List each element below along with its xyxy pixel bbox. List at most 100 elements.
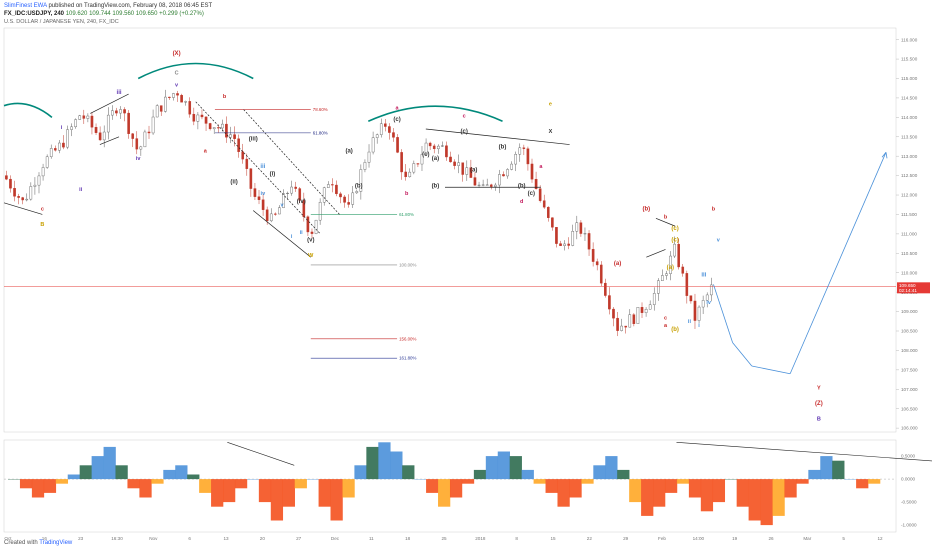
oscillator-bar xyxy=(378,442,391,480)
candle-body xyxy=(314,219,318,234)
oscillator-bar xyxy=(187,474,200,480)
candle-body xyxy=(551,217,554,228)
candle-body xyxy=(673,243,676,257)
price-axis-tick-label: 111.500 xyxy=(901,212,917,217)
candle-body xyxy=(155,105,159,118)
oscillator-bar xyxy=(234,479,248,489)
candle-body xyxy=(225,123,228,138)
wave-label: iii xyxy=(260,164,265,170)
wave-label: B xyxy=(817,416,821,422)
oscillator-bar xyxy=(676,479,690,484)
oscillator-bar xyxy=(91,456,104,480)
candle-body xyxy=(29,186,33,200)
candle-body xyxy=(351,192,355,205)
fib-level-label: 100.00% xyxy=(399,262,416,267)
candle-body xyxy=(188,101,192,115)
tradingview-logo[interactable]: TradingView xyxy=(39,540,73,546)
oscillator-bar xyxy=(461,479,475,484)
candle-body xyxy=(176,93,179,96)
price-axis-tick-label: 112.500 xyxy=(901,173,918,178)
candles-group xyxy=(5,89,713,337)
candle-body xyxy=(363,162,367,170)
oscillator-bar xyxy=(617,469,630,480)
candle-body xyxy=(269,213,273,222)
wave-label: (a) xyxy=(667,265,674,271)
oscillator-bar xyxy=(557,479,570,507)
candle-body xyxy=(204,116,208,124)
candle-body xyxy=(542,200,546,208)
candle-body xyxy=(669,255,672,274)
oscillator-bar xyxy=(808,469,821,480)
candle-body xyxy=(151,116,155,134)
candle-body xyxy=(604,282,607,296)
oscillator-bar xyxy=(533,479,546,484)
candle-body xyxy=(164,96,167,112)
wave-label: v xyxy=(175,82,179,88)
candle-body xyxy=(322,187,326,203)
candle-body xyxy=(489,184,493,187)
candle-body xyxy=(367,151,371,163)
candle-body xyxy=(392,132,395,138)
candle-body xyxy=(538,188,542,201)
time-axis-tick-label: 13 xyxy=(223,536,229,540)
candle-body xyxy=(465,167,469,175)
author-link[interactable]: SlimFinest EWA xyxy=(4,3,47,9)
chart-canvas[interactable]: 116.000 115.500 115.000 114.500 114.000 113.5… xyxy=(0,22,932,540)
time-axis-tick-label: Mar xyxy=(803,536,811,540)
fib-level-label: 161.80% xyxy=(399,356,416,361)
wave-label: (c) xyxy=(461,129,468,135)
price-axis-tick-label: 113.500 xyxy=(901,134,918,139)
candle-body xyxy=(384,123,387,127)
candle-body xyxy=(661,275,664,281)
trend-line xyxy=(3,202,43,215)
oscillator-bar xyxy=(832,460,845,480)
candle-body xyxy=(461,162,465,175)
wave-label: i xyxy=(61,125,63,131)
candle-body xyxy=(62,142,65,148)
candle-body xyxy=(526,148,530,165)
wave-label: ii xyxy=(688,319,692,325)
candle-body xyxy=(196,114,200,122)
wave-label: a xyxy=(204,148,208,154)
candle-body xyxy=(388,126,391,133)
candle-body xyxy=(591,248,595,262)
last-price-time: 02:14:41 xyxy=(899,288,917,293)
candle-body xyxy=(66,129,69,148)
candle-body xyxy=(98,132,102,141)
oscillator-bar xyxy=(856,479,869,489)
oscillator-bar xyxy=(868,479,881,484)
wave-label: C xyxy=(175,71,179,77)
oscillator-bar xyxy=(342,479,355,498)
trend-line xyxy=(195,101,321,235)
candle-body xyxy=(648,304,652,310)
oscillator-bar xyxy=(366,446,379,480)
wave-label: b xyxy=(405,191,409,197)
candle-body xyxy=(436,145,440,150)
candle-body xyxy=(379,123,383,135)
oscillator-bar xyxy=(438,479,451,507)
candle-body xyxy=(644,309,648,313)
wave-label: v xyxy=(280,203,284,209)
candle-body xyxy=(21,197,24,201)
candle-body xyxy=(237,138,240,152)
candle-body xyxy=(530,163,534,180)
candle-body xyxy=(473,177,477,186)
candle-body xyxy=(115,110,118,114)
wave-label: (a) xyxy=(345,148,352,154)
candle-body xyxy=(335,184,338,195)
price-axis-tick-label: 110.500 xyxy=(901,251,918,256)
oscillator-bar xyxy=(402,465,415,480)
publish-line: SlimFinest EWA published on TradingView.… xyxy=(4,2,212,10)
oscillator-bar xyxy=(581,479,594,484)
candle-body xyxy=(453,161,456,166)
candle-body xyxy=(106,114,110,133)
time-axis-tick-label: 18 xyxy=(405,536,411,540)
candle-body xyxy=(200,114,204,118)
wave-label: (b) xyxy=(355,183,363,189)
candle-body xyxy=(657,280,660,294)
wave-label: (X) xyxy=(173,51,181,57)
oscillator-bar xyxy=(294,479,307,489)
candle-body xyxy=(375,134,379,138)
oscillator-bar xyxy=(545,479,558,493)
divergence-line xyxy=(227,442,295,466)
